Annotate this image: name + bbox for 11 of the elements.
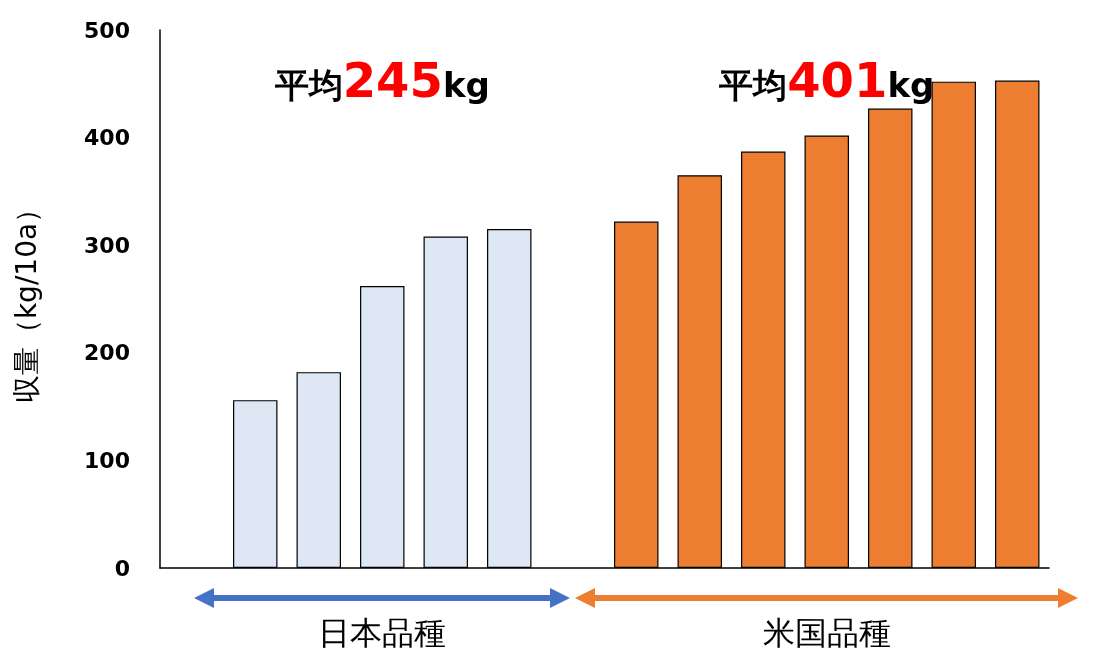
series-label: 日本品種 <box>318 613 447 654</box>
annotation: 平均245kg <box>274 52 490 108</box>
y-tick-label: 0 <box>114 555 130 581</box>
annotation: 平均401kg <box>719 52 935 108</box>
series-label: 米国品種 <box>762 613 891 654</box>
y-tick-label: 300 <box>84 232 130 258</box>
y-axis-title: 収量（kg/10a） <box>9 194 43 404</box>
y-tick-label: 100 <box>84 447 130 473</box>
y-tick-label: 200 <box>84 340 130 366</box>
y-tick-label: 400 <box>84 125 130 151</box>
y-tick-label: 500 <box>84 17 130 43</box>
